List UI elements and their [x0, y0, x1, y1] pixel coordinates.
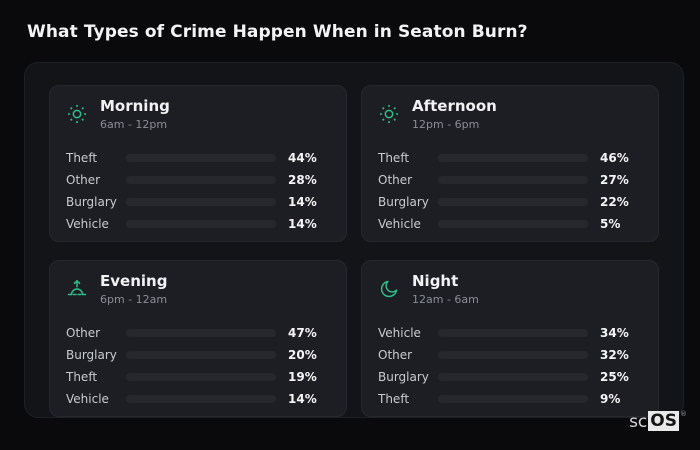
crime-row: Theft 46% [378, 147, 642, 169]
crime-row: Vehicle 14% [66, 388, 330, 410]
bar-track [438, 350, 588, 359]
crime-label: Theft [66, 369, 98, 384]
crime-row: Other 32% [378, 344, 642, 366]
panel-title: Morning [100, 97, 170, 115]
crime-row: Theft 19% [66, 366, 330, 388]
panel-time-range: 6am - 12pm [100, 117, 168, 131]
dashboard-container: Morning 6am - 12pm Theft 44% Other 28% B… [24, 62, 684, 418]
crime-row: Burglary 20% [66, 344, 330, 366]
crime-label: Burglary [66, 194, 117, 209]
crime-row: Other 47% [66, 322, 330, 344]
page-title: What Types of Crime Happen When in Seato… [27, 22, 528, 42]
crime-value: 19% [288, 369, 317, 384]
crime-label: Vehicle [66, 391, 109, 406]
crime-row: Other 27% [378, 169, 642, 191]
sun-icon [378, 103, 400, 125]
panel-rows: Vehicle 34% Other 32% Burglary 25% Theft… [378, 322, 642, 410]
crime-row: Burglary 14% [66, 191, 330, 213]
panel-evening-header: Evening 6pm - 12am [66, 273, 330, 306]
crime-value: 14% [288, 216, 317, 231]
registered-mark-icon: ® [680, 410, 687, 418]
bar-track [438, 328, 588, 337]
crime-label: Burglary [378, 369, 429, 384]
crime-row: Vehicle 5% [378, 213, 642, 235]
panel-night: Night 12am - 6am Vehicle 34% Other 32% B… [361, 260, 659, 417]
panel-evening: Evening 6pm - 12am Other 47% Burglary 20… [49, 260, 347, 417]
crime-label: Vehicle [378, 325, 421, 340]
crime-label: Other [378, 347, 413, 362]
bar-track [126, 219, 276, 228]
crime-value: 32% [600, 347, 629, 362]
crime-row: Burglary 25% [378, 366, 642, 388]
crime-value: 20% [288, 347, 317, 362]
panel-time-range: 12am - 6am [412, 292, 479, 306]
bar-track [438, 197, 588, 206]
bar-track [126, 153, 276, 162]
crime-row: Theft 44% [66, 147, 330, 169]
crime-value: 5% [600, 216, 621, 231]
crime-value: 47% [288, 325, 317, 340]
crime-label: Theft [378, 391, 410, 406]
crime-label: Other [66, 172, 101, 187]
logo-text-sc: sc [629, 412, 648, 432]
bar-track [126, 175, 276, 184]
crime-value: 9% [600, 391, 621, 406]
crime-row: Vehicle 34% [378, 322, 642, 344]
panel-title: Afternoon [412, 97, 497, 115]
bar-track [438, 175, 588, 184]
panel-title: Evening [100, 272, 168, 290]
crime-value: 14% [288, 194, 317, 209]
crime-value: 44% [288, 150, 317, 165]
panel-title: Night [412, 272, 459, 290]
crime-value: 27% [600, 172, 629, 187]
panel-morning-header: Morning 6am - 12pm [66, 98, 330, 131]
crime-value: 25% [600, 369, 629, 384]
sun-icon [66, 103, 88, 125]
crime-value: 34% [600, 325, 629, 340]
crime-row: Vehicle 14% [66, 213, 330, 235]
panel-rows: Other 47% Burglary 20% Theft 19% Vehicle… [66, 322, 330, 410]
panel-morning: Morning 6am - 12pm Theft 44% Other 28% B… [49, 85, 347, 242]
panel-night-header: Night 12am - 6am [378, 273, 642, 306]
crime-label: Burglary [66, 347, 117, 362]
crime-row: Theft 9% [378, 388, 642, 410]
bar-track [126, 394, 276, 403]
panel-time-range: 6pm - 12am [100, 292, 168, 306]
bar-track [438, 372, 588, 381]
crime-label: Burglary [378, 194, 429, 209]
panel-time-range: 12pm - 6pm [412, 117, 480, 131]
crime-label: Vehicle [66, 216, 109, 231]
panel-afternoon: Afternoon 12pm - 6pm Theft 46% Other 27%… [361, 85, 659, 242]
crime-value: 46% [600, 150, 629, 165]
sunrise-icon [66, 278, 88, 300]
crime-label: Other [66, 325, 101, 340]
bar-track [126, 328, 276, 337]
crime-value: 14% [288, 391, 317, 406]
bar-track [126, 372, 276, 381]
bar-track [438, 153, 588, 162]
crime-row: Other 28% [66, 169, 330, 191]
crime-label: Theft [378, 150, 410, 165]
bar-track [126, 197, 276, 206]
logo-text-os: OS [648, 411, 679, 431]
panel-rows: Theft 46% Other 27% Burglary 22% Vehicle… [378, 147, 642, 235]
bar-track [438, 394, 588, 403]
brand-logo: sc OS ® [629, 411, 687, 431]
bar-track [126, 350, 276, 359]
crime-row: Burglary 22% [378, 191, 642, 213]
panel-rows: Theft 44% Other 28% Burglary 14% Vehicle… [66, 147, 330, 235]
bar-track [438, 219, 588, 228]
crime-label: Vehicle [378, 216, 421, 231]
panel-afternoon-header: Afternoon 12pm - 6pm [378, 98, 642, 131]
crime-label: Theft [66, 150, 98, 165]
crime-value: 28% [288, 172, 317, 187]
moon-icon [378, 278, 400, 300]
crime-label: Other [378, 172, 413, 187]
crime-value: 22% [600, 194, 629, 209]
